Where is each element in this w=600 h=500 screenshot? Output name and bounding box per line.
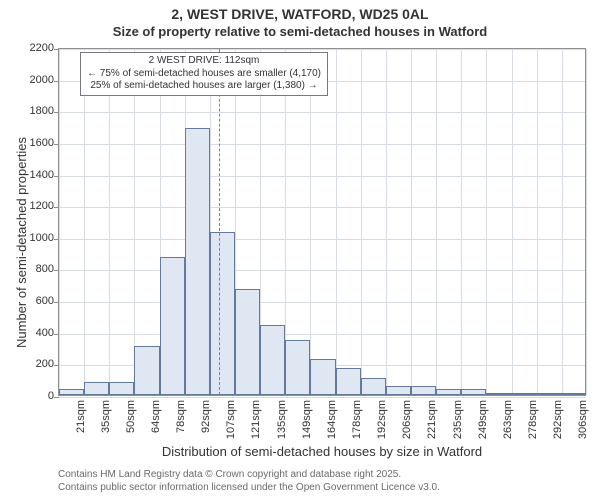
annotation-line3: 25% of semi-detached houses are larger (… bbox=[87, 80, 321, 93]
grid-line-h bbox=[59, 144, 585, 145]
grid-line-h bbox=[59, 176, 585, 177]
y-tick-label: 400 bbox=[18, 327, 54, 339]
x-tick-label: 292sqm bbox=[552, 400, 564, 439]
x-tick-label: 206sqm bbox=[401, 400, 413, 439]
histogram-bar bbox=[512, 393, 537, 395]
histogram-bar bbox=[260, 325, 285, 395]
y-tick-label: 2200 bbox=[18, 42, 54, 54]
title-main: 2, WEST DRIVE, WATFORD, WD25 0AL bbox=[0, 6, 600, 24]
annotation-line2: ← 75% of semi-detached houses are smalle… bbox=[87, 68, 321, 81]
y-tick-label: 2000 bbox=[18, 74, 54, 86]
x-tick-label: 149sqm bbox=[301, 400, 313, 439]
grid-line-h bbox=[59, 270, 585, 271]
histogram-bar bbox=[109, 382, 134, 395]
histogram-bar bbox=[562, 393, 587, 395]
histogram-bar bbox=[537, 393, 562, 395]
grid-line-v bbox=[411, 49, 412, 395]
grid-line-v bbox=[461, 49, 462, 395]
grid-line-v bbox=[310, 49, 311, 395]
x-tick-label: 278sqm bbox=[527, 400, 539, 439]
histogram-bar bbox=[134, 346, 159, 395]
y-tick-labels: 0200400600800100012001400160018002000220… bbox=[0, 48, 58, 396]
x-tick-label: 121sqm bbox=[251, 400, 263, 439]
x-tick-label: 78sqm bbox=[175, 400, 187, 433]
grid-line-h bbox=[59, 112, 585, 113]
y-tick-label: 1200 bbox=[18, 200, 54, 212]
grid-line-v bbox=[84, 49, 85, 395]
histogram-bar bbox=[436, 389, 461, 395]
credit-line2: Contains public sector information licen… bbox=[58, 482, 440, 495]
title-block: 2, WEST DRIVE, WATFORD, WD25 0AL Size of… bbox=[0, 0, 600, 40]
grid-line-h bbox=[59, 302, 585, 303]
marker-annotation: 2 WEST DRIVE: 112sqm ← 75% of semi-detac… bbox=[80, 52, 328, 96]
grid-line-v bbox=[436, 49, 437, 395]
histogram-bar bbox=[185, 128, 210, 395]
x-tick-label: 249sqm bbox=[477, 400, 489, 439]
histogram-bar bbox=[210, 232, 235, 395]
histogram-bar bbox=[336, 368, 361, 395]
x-tick-label: 263sqm bbox=[502, 400, 514, 439]
histogram-bar bbox=[310, 359, 335, 395]
y-tick-label: 1800 bbox=[18, 105, 54, 117]
y-tick-label: 1400 bbox=[18, 169, 54, 181]
histogram-bar bbox=[235, 289, 260, 395]
grid-line-v bbox=[386, 49, 387, 395]
x-tick-label: 192sqm bbox=[376, 400, 388, 439]
histogram-bar bbox=[461, 389, 486, 395]
x-tick-labels: 21sqm 35sqm 50sqm 64sqm 78sqm 92sqm 107sqm 121s… bbox=[58, 396, 586, 446]
x-tick-label: 178sqm bbox=[351, 400, 363, 439]
title-sub: Size of property relative to semi-detach… bbox=[0, 24, 600, 40]
grid-line-v bbox=[336, 49, 337, 395]
x-tick-label: 221sqm bbox=[427, 400, 439, 439]
x-tick-label: 64sqm bbox=[150, 400, 162, 433]
credit-line1: Contains HM Land Registry data © Crown c… bbox=[58, 469, 440, 482]
x-tick-label: 135sqm bbox=[276, 400, 288, 439]
grid-line-h bbox=[59, 49, 585, 50]
chart-container: 2, WEST DRIVE, WATFORD, WD25 0AL Size of… bbox=[0, 0, 600, 500]
marker-line bbox=[219, 49, 220, 395]
x-tick-label: 235sqm bbox=[452, 400, 464, 439]
x-tick-label: 21sqm bbox=[75, 400, 87, 433]
y-tick-label: 0 bbox=[18, 390, 54, 402]
grid-line-v bbox=[562, 49, 563, 395]
grid-line-h bbox=[59, 334, 585, 335]
grid-line-h bbox=[59, 239, 585, 240]
x-tick-label: 107sqm bbox=[225, 400, 237, 439]
grid-line-v bbox=[512, 49, 513, 395]
x-tick-label: 92sqm bbox=[200, 400, 212, 433]
histogram-bar bbox=[361, 378, 386, 395]
y-tick-label: 600 bbox=[18, 295, 54, 307]
histogram-bar bbox=[386, 386, 411, 395]
grid-line-v bbox=[134, 49, 135, 395]
histogram-bar bbox=[160, 257, 185, 395]
y-tick-label: 200 bbox=[18, 358, 54, 370]
x-tick-label: 50sqm bbox=[125, 400, 137, 433]
y-tick-label: 800 bbox=[18, 263, 54, 275]
x-tick-label: 164sqm bbox=[326, 400, 338, 439]
annotation-line1: 2 WEST DRIVE: 112sqm bbox=[87, 55, 321, 68]
y-tick-label: 1000 bbox=[18, 232, 54, 244]
grid-line-v bbox=[361, 49, 362, 395]
grid-line-v bbox=[537, 49, 538, 395]
x-tick-label: 306sqm bbox=[577, 400, 589, 439]
y-tick-label: 1600 bbox=[18, 137, 54, 149]
plot-area bbox=[58, 48, 586, 396]
histogram-bar bbox=[285, 340, 310, 395]
grid-line-v bbox=[109, 49, 110, 395]
grid-line-v bbox=[59, 49, 60, 395]
grid-line-h bbox=[59, 207, 585, 208]
histogram-bar bbox=[59, 389, 84, 395]
x-tick-label: 35sqm bbox=[100, 400, 112, 433]
x-axis-title: Distribution of semi-detached houses by … bbox=[58, 444, 586, 459]
histogram-bar bbox=[84, 382, 109, 395]
grid-line-v bbox=[486, 49, 487, 395]
histogram-bar bbox=[411, 386, 436, 395]
histogram-bar bbox=[486, 393, 511, 395]
credits: Contains HM Land Registry data © Crown c… bbox=[58, 469, 440, 494]
